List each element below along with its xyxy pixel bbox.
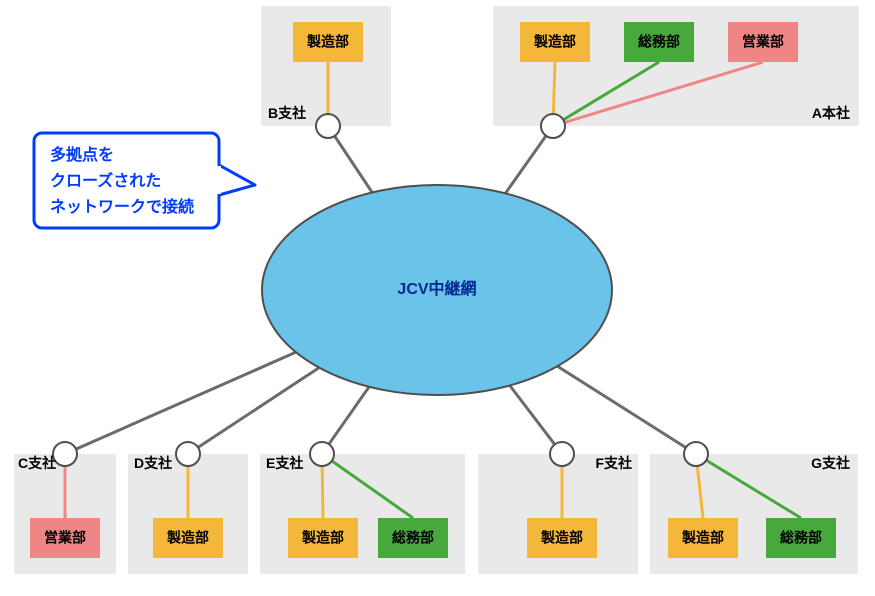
- site-label-G: G支社: [811, 455, 850, 471]
- dept-label-E-1: 総務部: [392, 530, 434, 546]
- dept-label-C-0: 営業部: [44, 530, 86, 546]
- center: JCV中継網: [262, 185, 612, 395]
- router-G: [684, 442, 708, 466]
- dept-label-G-1: 総務部: [780, 530, 822, 546]
- dept-label-B-0: 製造部: [306, 34, 349, 50]
- dept-label-D-0: 製造部: [166, 530, 209, 546]
- site-label-A: A本社: [812, 105, 850, 121]
- spoke-C: [76, 352, 296, 449]
- site-label-D: D支社: [134, 455, 172, 471]
- callout: 多拠点をクローズされたネットワークで接続: [34, 133, 255, 228]
- spoke-E: [329, 387, 369, 444]
- callout-line-2: ネットワークで接続: [50, 197, 194, 216]
- dept-edge-A-0: [553, 62, 555, 114]
- spoke-B: [335, 136, 373, 192]
- router-B: [316, 114, 340, 138]
- dept-label-A-1: 総務部: [638, 34, 680, 50]
- dept-label-F-0: 製造部: [540, 530, 583, 546]
- router-C: [53, 442, 77, 466]
- site-label-B: B支社: [268, 105, 306, 121]
- dept-label-E-0: 製造部: [301, 530, 344, 546]
- network-diagram: 製造部製造部総務部営業部営業部製造部製造部総務部製造部製造部総務部JCV中継網B…: [0, 0, 875, 596]
- dept-label-A-2: 営業部: [742, 34, 784, 50]
- spoke-F: [510, 385, 555, 444]
- router-A: [541, 114, 565, 138]
- router-E: [310, 442, 334, 466]
- callout-tail: [219, 165, 255, 195]
- site-label-E: E支社: [266, 455, 303, 471]
- spoke-A: [505, 136, 546, 194]
- callout-line-0: 多拠点を: [50, 145, 114, 164]
- callout-line-1: クローズされた: [50, 171, 161, 190]
- router-F: [550, 442, 574, 466]
- dept-edge-E-0: [322, 466, 323, 518]
- spoke-D: [198, 368, 319, 448]
- dept-label-A-0: 製造部: [533, 34, 576, 50]
- site-label-C: C支社: [18, 455, 56, 471]
- router-D: [176, 442, 200, 466]
- site-label-F: F支社: [595, 455, 632, 471]
- center-label: JCV中継網: [397, 279, 476, 298]
- dept-label-G-0: 製造部: [681, 530, 724, 546]
- spoke-G: [557, 366, 685, 447]
